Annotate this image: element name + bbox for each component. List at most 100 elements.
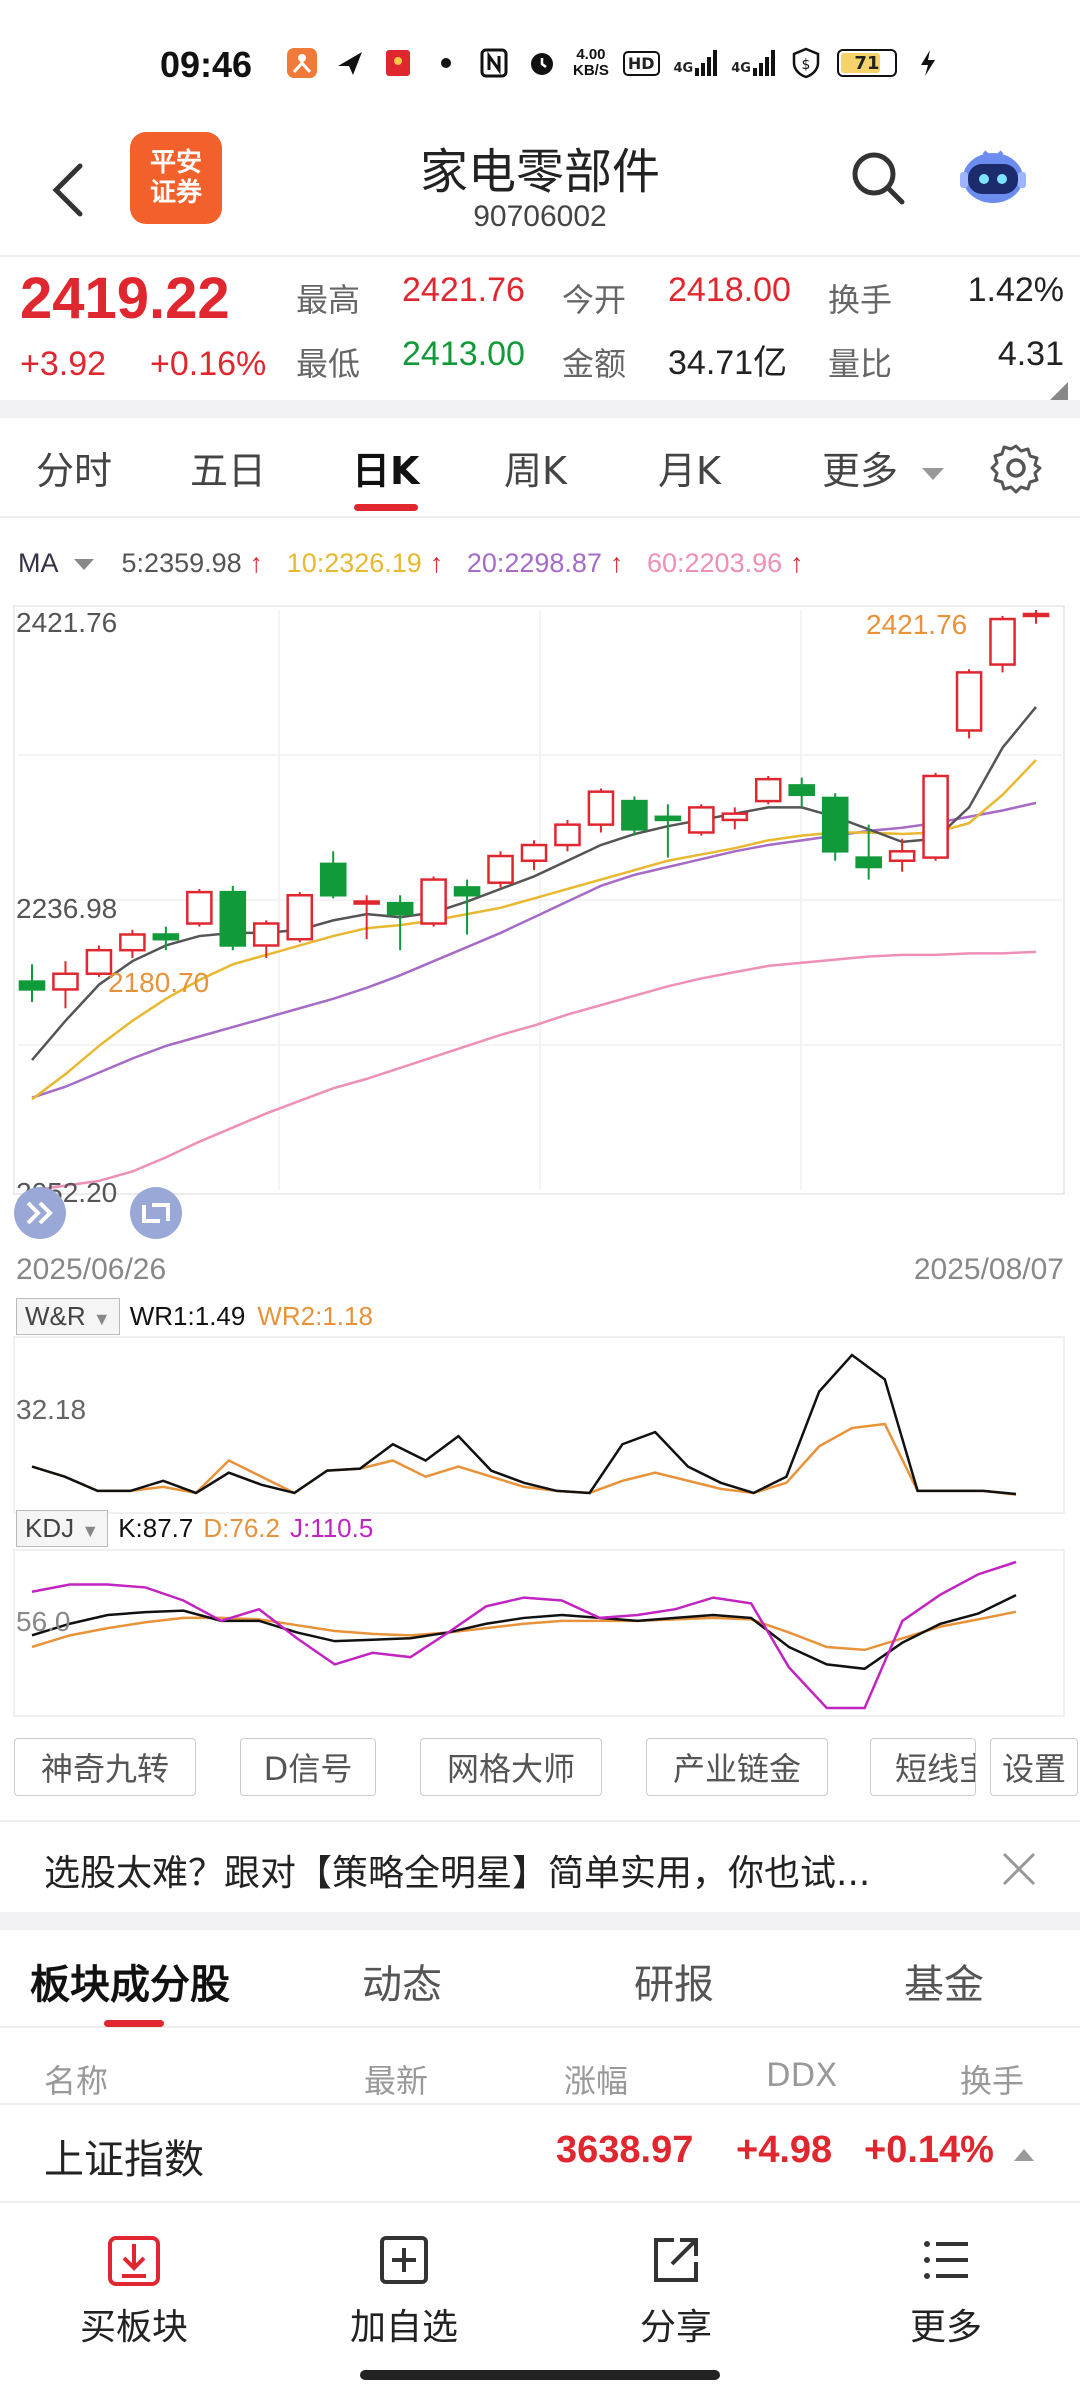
ma-legend[interactable]: MA 5:2359.98 ↑ 10:2326.19 ↑ 20:2298.87 ↑ 60… <box>18 548 820 579</box>
tab-weekly-k[interactable]: 周K <box>504 449 567 493</box>
high-label: 最高 <box>296 281 361 319</box>
candle <box>621 796 648 836</box>
tool-short-term[interactable]: 短线宝 <box>870 1738 976 1796</box>
col-change[interactable]: 涨幅 <box>564 2062 629 2100</box>
red-envelope-icon <box>381 46 415 80</box>
candle <box>654 804 682 858</box>
tab-funds[interactable]: 基金 <box>904 1962 984 2008</box>
settings-gear-icon[interactable] <box>990 442 1042 494</box>
kdj-header: KDJ ▼ K:87.7 D:76.2 J:110.5 <box>16 1510 373 1547</box>
promo-banner[interactable]: 选股太难？跟对【策略全明星】简单实用，你也试... <box>0 1820 1080 1912</box>
indicator-frame <box>13 1549 1065 1717</box>
header: 平安 证券 家电零部件 90706002 <box>0 120 1080 250</box>
high-value: 2421.76 <box>402 271 525 309</box>
wr1-line <box>31 1353 1017 1496</box>
kdj-d-value: D:76.2 <box>203 1513 280 1543</box>
alarm-icon <box>525 46 559 80</box>
col-ddx[interactable]: DDX <box>766 2056 838 2094</box>
kdj-j-value: J:110.5 <box>289 1513 374 1543</box>
tab-more[interactable]: 更多 <box>822 440 945 495</box>
table-header: 名称 最新 涨幅 DDX 换手 <box>0 2040 1080 2100</box>
net-speed: 4.00 KB/S <box>573 46 609 79</box>
ma10-line <box>31 759 1037 1101</box>
candle <box>286 892 314 943</box>
robot-assistant-icon[interactable] <box>958 144 1028 208</box>
amount-value: 34.71亿 <box>668 344 788 382</box>
price-change: +3.92 <box>20 345 107 383</box>
indicator-frame <box>13 1336 1065 1514</box>
candle <box>186 888 213 927</box>
candle <box>855 824 882 880</box>
nav-buy-sector[interactable]: 买板块 <box>34 2232 234 2350</box>
wr-header: W&R ▼ WR1:1.49 WR2:1.18 <box>16 1298 373 1335</box>
y-label-max: 2421.76 <box>16 607 117 638</box>
close-icon[interactable] <box>1000 1850 1038 1888</box>
volume-ratio-value: 4.31 <box>997 335 1064 373</box>
ma5-value: 5:2359.98 ↑ <box>121 548 264 578</box>
tab-monthly-k[interactable]: 月K <box>658 449 721 493</box>
plus-box-icon <box>380 2236 428 2284</box>
hd-badge: HD <box>622 50 660 76</box>
kdj-ref-label: 56.0 <box>16 1606 71 1637</box>
candle <box>487 851 514 888</box>
expand-corner-icon[interactable] <box>1050 382 1068 400</box>
status-time: 09:46 <box>160 44 253 85</box>
divider <box>0 400 1080 418</box>
turnover-label: 换手 <box>828 281 893 319</box>
current-price: 2419.22 <box>20 266 230 331</box>
tool-d-signal[interactable]: D信号 <box>240 1738 376 1796</box>
back-icon[interactable] <box>48 160 88 220</box>
tab-intraday[interactable]: 分时 <box>36 449 113 493</box>
wr-chart[interactable]: 32.18 <box>0 1335 1080 1515</box>
tool-industry-chain[interactable]: 产业链金 <box>646 1738 828 1796</box>
table-row[interactable]: 上证指数 3638.97 +4.98 +0.14% <box>0 2103 1080 2203</box>
search-icon[interactable] <box>848 148 908 208</box>
col-turnover[interactable]: 换手 <box>960 2062 1025 2100</box>
kdj-chart[interactable]: 56.0 <box>0 1548 1080 1718</box>
tab-five-day[interactable]: 五日 <box>190 449 267 493</box>
scroll-left-icon[interactable] <box>14 1187 66 1239</box>
candle <box>420 876 447 927</box>
col-last[interactable]: 最新 <box>364 2062 429 2100</box>
candle <box>85 945 113 977</box>
svg-text:$: $ <box>801 57 810 73</box>
tab-research[interactable]: 研报 <box>634 1962 714 2008</box>
download-box-icon <box>108 2236 160 2286</box>
nav-share[interactable]: 分享 <box>576 2232 776 2350</box>
tool-grid-master[interactable]: 网格大师 <box>420 1738 602 1796</box>
chart-period-tabs: 分时 五日 日K 周K 月K 更多 <box>0 418 1080 518</box>
candle <box>688 804 715 836</box>
volume-ratio-label: 量比 <box>828 345 893 383</box>
candle <box>821 793 849 861</box>
row-last: 3638.97 <box>556 2129 694 2171</box>
row-name: 上证指数 <box>44 2137 204 2183</box>
kdj-selector[interactable]: KDJ ▼ <box>16 1510 109 1547</box>
candle <box>1022 610 1050 624</box>
indicator-tools: 神奇九转 D信号 网格大师 产业链金 短线宝 设置 <box>0 1738 1080 1798</box>
candle <box>386 895 414 951</box>
wr2-value: WR2:1.18 <box>257 1301 373 1331</box>
candle <box>989 615 1016 673</box>
wr1-value: WR1:1.49 <box>129 1301 246 1331</box>
ma60-line <box>31 950 1037 1192</box>
col-name[interactable]: 名称 <box>44 2062 109 2100</box>
tool-magic-nine[interactable]: 神奇九转 <box>14 1738 196 1796</box>
y-label-mid: 2236.98 <box>16 893 117 924</box>
kdj-k-line <box>31 1593 1017 1671</box>
ma10-value: 10:2326.19 ↑ <box>286 548 444 578</box>
tab-news[interactable]: 动态 <box>362 1962 442 2008</box>
wr-selector[interactable]: W&R ▼ <box>16 1298 120 1335</box>
tab-daily-k[interactable]: 日K <box>352 449 420 493</box>
tool-settings[interactable]: 设置 <box>990 1738 1078 1796</box>
nav-more[interactable]: 更多 <box>846 2232 1046 2350</box>
caret-up-icon <box>1014 2149 1034 2161</box>
row-change-pct: +0.14% <box>864 2129 994 2171</box>
open-value: 2418.00 <box>668 271 791 309</box>
nav-add-watchlist[interactable]: 加自选 <box>304 2232 504 2350</box>
fullscreen-icon[interactable] <box>130 1187 182 1239</box>
promo-text: 选股太难？跟对【策略全明星】简单实用，你也试... <box>44 1853 871 1894</box>
candlestick-chart[interactable]: 2421.76 2236.98 2052.20 2421.76 2180.70 <box>0 600 1080 1240</box>
tab-constituents[interactable]: 板块成分股 <box>30 1962 230 2008</box>
share-icon <box>654 2238 698 2282</box>
battery-indicator: 71 <box>836 49 897 77</box>
